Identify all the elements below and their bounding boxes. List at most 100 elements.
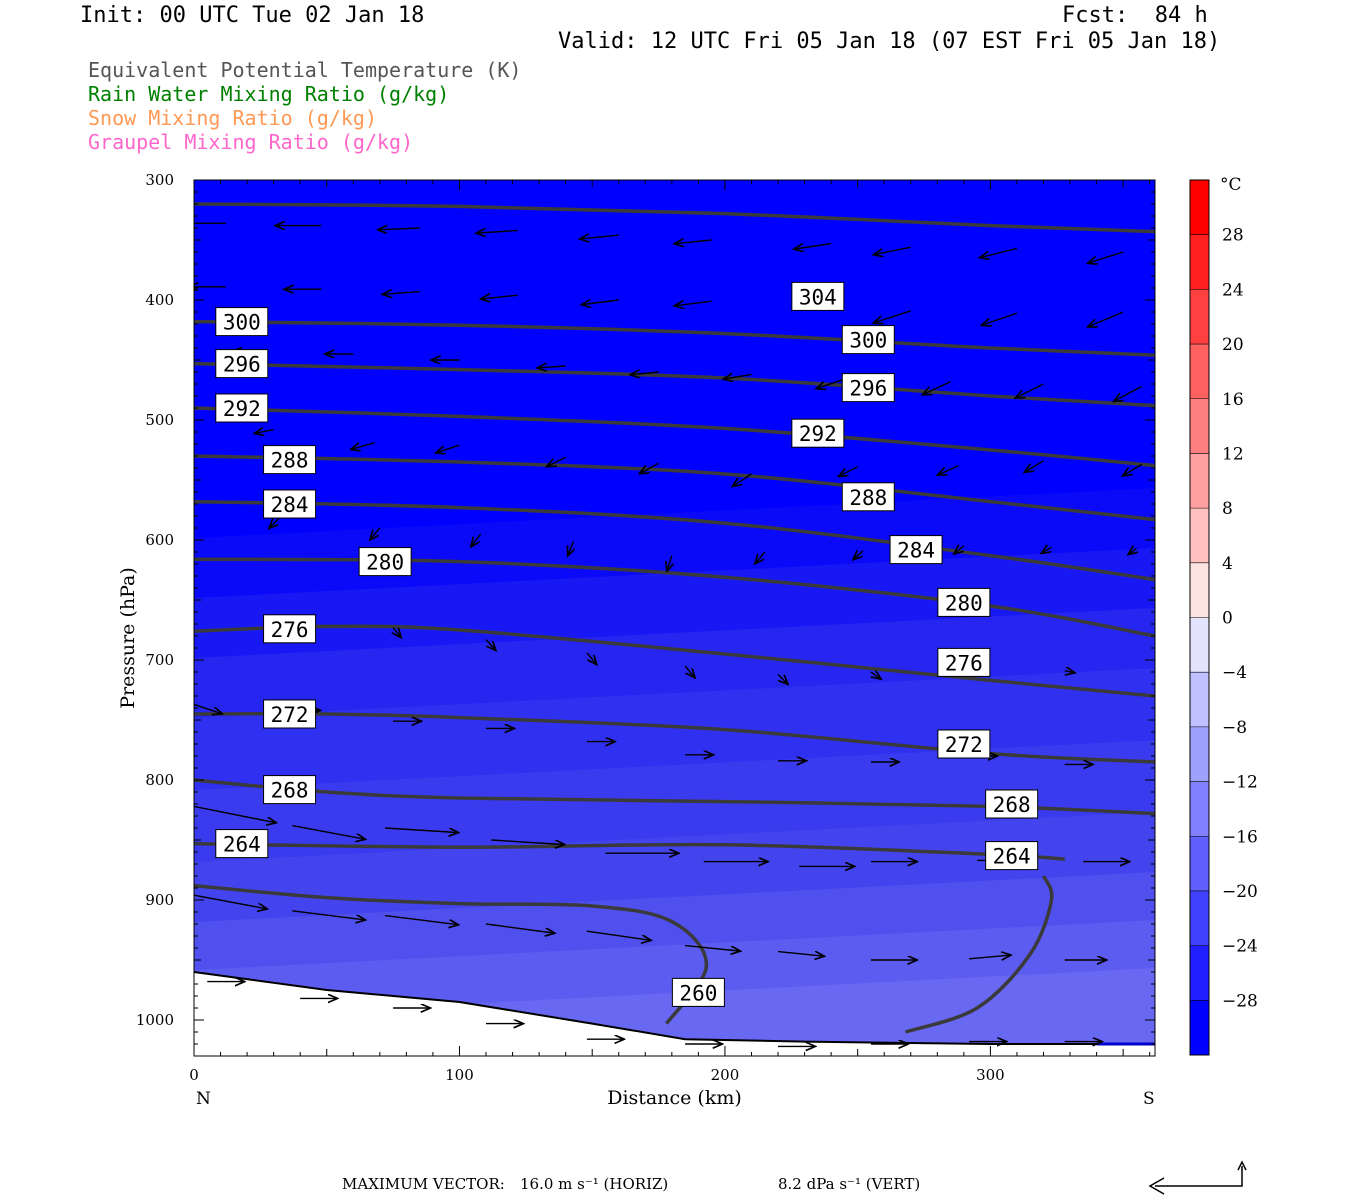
contour-label-292: 292 <box>791 418 845 448</box>
wind-vector <box>270 517 280 527</box>
plot-frame <box>193 179 1156 1057</box>
contour-labels: 304 300 300 296 296 292 292 288 288 284 284 280 280 2… <box>215 281 1039 1007</box>
wind-vector <box>777 673 787 683</box>
wind-vector <box>371 527 381 539</box>
legend-theta-e: Equivalent Potential Temperature (K) <box>88 58 522 82</box>
contour-label-284: 284 <box>889 535 943 565</box>
contour-label-box <box>263 699 317 729</box>
max-vector-vertical: 8.2 dPa s⁻¹ (VERT) <box>778 1175 921 1193</box>
wind-vector <box>1115 385 1143 400</box>
contour-label-text: 272 <box>945 733 983 757</box>
wind-vector <box>568 540 573 555</box>
contour-label-276: 276 <box>937 647 991 677</box>
contour-label-text: 268 <box>993 793 1031 817</box>
contour-label-box <box>985 789 1039 819</box>
contour-label-280: 280 <box>937 587 991 617</box>
contour-label-box <box>215 349 269 379</box>
wind-vector <box>983 312 1018 325</box>
colorbar-segment <box>1190 453 1209 509</box>
contour-label-box <box>841 325 895 355</box>
wind-vector <box>194 894 266 909</box>
init-time: Init: 00 UTC Tue 02 Jan 18 <box>80 3 425 28</box>
theta-e-contour-304 <box>194 202 1155 234</box>
legend-snow: Snow Mixing Ratio (g/kg) <box>88 106 377 130</box>
contour-label-288: 288 <box>263 445 317 475</box>
theta-e-contour-260 <box>194 883 709 1025</box>
contour-label-text: 292 <box>223 397 261 421</box>
max-vector-horizontal: 16.0 m s⁻¹ (HORIZ) <box>520 1175 669 1193</box>
contour-label-text: 288 <box>271 449 309 473</box>
colorbar-segment <box>1190 289 1209 345</box>
wind-vectors <box>194 223 1143 1046</box>
wind-vector <box>194 805 275 822</box>
colorbar-label: −28 <box>1222 991 1258 1011</box>
x-tick-label: 200 <box>711 1066 740 1084</box>
contour-label-268: 268 <box>263 775 317 805</box>
contour-label-text: 268 <box>271 779 309 803</box>
colorbar: 28 24 20 16 12 8 4 0 −4 −8 −12 −16 −20 −24 −28 °C <box>1189 175 1258 1056</box>
wind-vector <box>684 665 694 677</box>
contour-label-text: 288 <box>849 486 887 510</box>
wind-vector <box>733 473 752 486</box>
legend-rain: Rain Water Mixing Ratio (g/kg) <box>88 82 450 106</box>
wind-vector <box>292 910 364 920</box>
contour-label-text: 300 <box>223 311 261 335</box>
theta-e-contour-280 <box>194 557 1155 638</box>
wind-vector <box>379 228 420 230</box>
colorbar-segment <box>1190 726 1209 783</box>
forecast-hour: Fcst: 84 h <box>1062 3 1208 28</box>
contour-label-text: 264 <box>223 833 261 857</box>
axes: 300 400 500 600 700 800 900 1000 0 100 200 300 N S Dis… <box>117 171 1156 1109</box>
y-tick-label: 600 <box>145 531 174 549</box>
contour-label-box <box>937 729 991 759</box>
colorbar-label: −8 <box>1222 718 1247 738</box>
legend-graupel: Graupel Mixing Ratio (g/kg) <box>88 130 414 154</box>
colorbar-segment <box>1190 562 1209 618</box>
wind-vector <box>632 372 659 375</box>
contour-label-296: 296 <box>841 373 895 403</box>
wind-vector <box>1065 671 1074 673</box>
contour-label-text: 272 <box>271 703 309 727</box>
colorbar-label: 12 <box>1222 444 1244 464</box>
wind-vector <box>840 466 858 476</box>
contour-label-box <box>985 841 1039 871</box>
contour-label-272: 272 <box>263 699 317 729</box>
contour-label-box <box>215 307 269 337</box>
colorbar-segment <box>1190 617 1209 673</box>
colorbar-segment <box>1190 234 1209 290</box>
x-end-label-left: N <box>196 1089 211 1109</box>
contour-label-text: 276 <box>945 651 983 675</box>
wind-vector <box>194 703 221 713</box>
wind-vector <box>393 627 400 637</box>
colorbar-segment <box>1190 672 1209 728</box>
contour-label-text: 264 <box>993 845 1031 869</box>
wind-vector <box>548 456 566 466</box>
wind-vector <box>685 944 739 951</box>
contour-label-box <box>263 614 317 644</box>
contour-label-text: 260 <box>679 981 717 1005</box>
wind-vector <box>1124 463 1143 475</box>
colorbar-label: −16 <box>1222 827 1258 847</box>
contour-label-text: 304 <box>799 285 837 309</box>
theta-e-contour-292 <box>194 406 1155 468</box>
contour-label-296: 296 <box>215 349 269 379</box>
contour-label-300: 300 <box>215 307 269 337</box>
terrain-surface <box>193 971 1155 1056</box>
colorbar-label: −24 <box>1222 937 1258 957</box>
wind-vector <box>939 464 959 475</box>
contour-label-text: 296 <box>223 353 261 377</box>
wind-vector <box>292 824 364 840</box>
contour-label-box <box>841 482 895 512</box>
colorbar-label: 0 <box>1222 609 1233 629</box>
x-tick-label: 0 <box>189 1066 199 1084</box>
x-end-label-right: S <box>1143 1089 1155 1109</box>
wind-vector <box>477 230 518 233</box>
wind-vector <box>854 551 864 559</box>
colorbar-segment <box>1190 836 1209 892</box>
y-tick-label: 400 <box>145 291 174 309</box>
contour-label-box <box>215 829 269 859</box>
contour-label-264: 264 <box>985 841 1039 871</box>
contour-label-260: 260 <box>671 977 725 1007</box>
wind-vector <box>385 827 457 833</box>
